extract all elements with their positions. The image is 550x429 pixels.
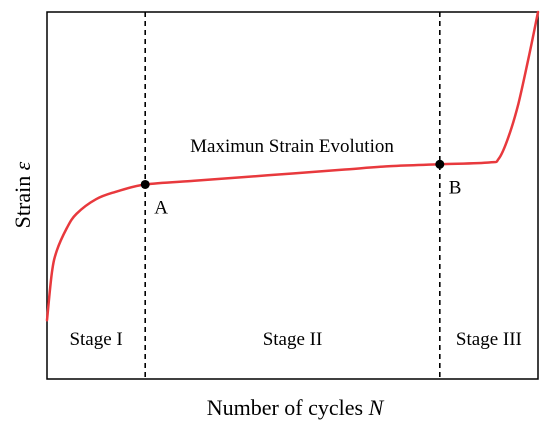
point-b-label: B <box>449 177 462 198</box>
chart-title: Maximun Strain Evolution <box>190 136 394 157</box>
plot-frame <box>46 11 539 380</box>
y-axis-label: Strain ε <box>10 161 35 228</box>
stage-label-1: Stage I <box>69 329 122 350</box>
stage-label-3: Stage III <box>456 329 522 350</box>
strain-curve <box>45 10 540 322</box>
point-b-marker <box>435 159 445 169</box>
x-axis-label: Number of cycles N <box>207 395 385 420</box>
point-a-label: A <box>154 197 168 218</box>
stage-label-2: Stage II <box>263 329 323 350</box>
point-a-marker <box>140 179 150 189</box>
